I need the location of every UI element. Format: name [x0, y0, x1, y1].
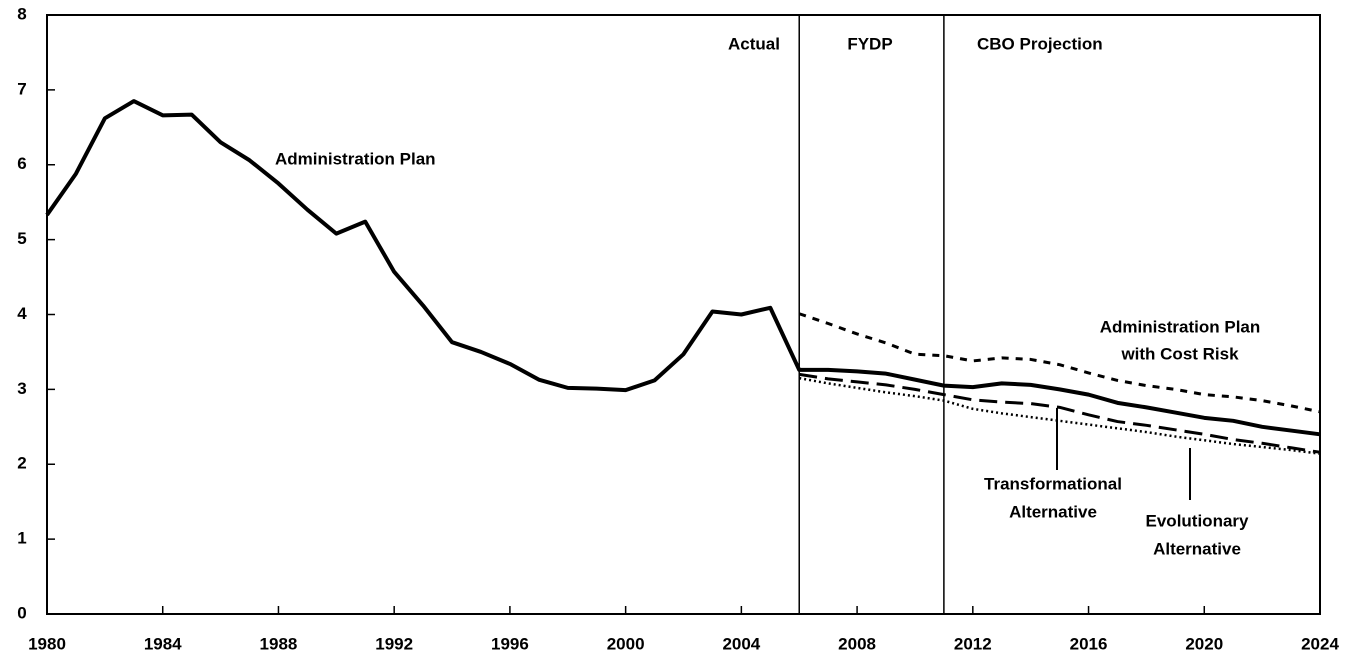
x-tick-label: 2012: [954, 634, 992, 653]
x-tick-label: 2004: [722, 634, 760, 653]
series-label: Transformational: [984, 474, 1122, 493]
series-line: [798, 312, 1321, 414]
y-tick-label: 3: [17, 379, 26, 398]
series-label: Administration Plan: [1100, 317, 1261, 336]
series-line: [798, 372, 1321, 454]
y-tick-label: 5: [17, 229, 26, 248]
y-tick-label: 4: [17, 304, 27, 323]
x-tick-label: 1992: [375, 634, 413, 653]
x-tick-label: 1988: [260, 634, 298, 653]
x-tick-label: 1984: [144, 634, 182, 653]
series-label: Alternative: [1009, 502, 1097, 521]
y-tick-label: 8: [17, 4, 26, 23]
x-tick-label: 1980: [28, 634, 66, 653]
x-tick-label: 2000: [607, 634, 645, 653]
x-tick-label: 2016: [1070, 634, 1108, 653]
y-tick-label: 0: [17, 603, 26, 622]
series-label: Alternative: [1153, 539, 1241, 558]
series-label: with Cost Risk: [1120, 344, 1239, 363]
x-tick-label: 2020: [1185, 634, 1223, 653]
y-tick-label: 6: [17, 154, 26, 173]
x-tick-label: 2024: [1301, 634, 1339, 653]
y-tick-label: 7: [17, 79, 26, 98]
region-label: Actual: [728, 34, 780, 53]
x-tick-label: 1996: [491, 634, 529, 653]
region-label: FYDP: [847, 34, 892, 53]
series-line: [45, 99, 1321, 437]
y-tick-label: 1: [17, 529, 26, 548]
region-label: CBO Projection: [977, 34, 1103, 53]
series-label: Administration Plan: [275, 149, 436, 168]
series-label: Evolutionary: [1146, 511, 1250, 530]
plot-frame: [46, 14, 1321, 615]
y-tick-label: 2: [17, 454, 26, 473]
x-tick-label: 2008: [838, 634, 876, 653]
